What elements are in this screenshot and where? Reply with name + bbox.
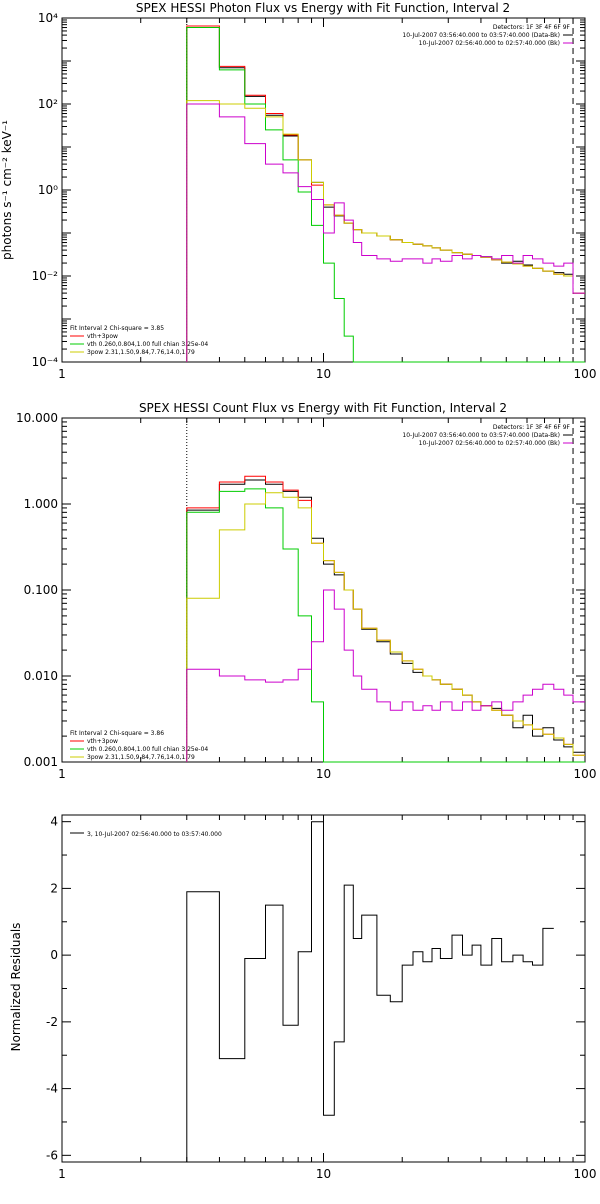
count-series-line-4	[186, 589, 585, 762]
count-series-line-2	[186, 488, 585, 763]
photon-series-line-2	[186, 27, 585, 363]
photon-x-tick-label: 100	[574, 367, 597, 381]
photon-y-tick-label: 10⁴	[38, 11, 58, 25]
residuals-legend-label: 3, 10-Jul-2007 02:56:40.000 to 03:57:40.…	[87, 831, 222, 838]
count-x-tick-label: 100	[574, 767, 597, 781]
photon-info-line-3: 10-Jul-2007 02:56:40.000 to 02:57:40.000…	[419, 40, 560, 47]
photon-legend-header: Fit Interval 2 Chi-square = 3.85	[70, 325, 164, 332]
residuals-y-tick-label: 0	[50, 948, 58, 962]
residuals-y-axis-label: Normalized Residuals	[9, 923, 23, 1052]
photon-y-axis-label: photons s⁻¹ cm⁻² keV⁻¹	[0, 120, 14, 260]
count-panel-title: SPEX HESSI Count Flux vs Energy with Fit…	[139, 401, 507, 415]
count-series-line-1	[186, 475, 585, 762]
photon-series-line-4	[186, 103, 585, 362]
photon-y-tick-label: 10⁰	[38, 183, 58, 197]
count-y-tick-label: 0.001	[24, 755, 58, 769]
count-legend-header: Fit Interval 2 Chi-square = 3.86	[70, 730, 164, 737]
residuals-y-tick-label: -2	[46, 1015, 58, 1029]
residuals-y-tick-label: -4	[46, 1082, 58, 1096]
count-legend-label-2: vth 0.260,0.804,1.00 full chian 3.25e-04	[87, 746, 208, 753]
count-y-tick-label: 10.000	[16, 411, 58, 425]
count-legend-label-1: vth+3pow	[87, 738, 118, 745]
photon-series-line-0	[186, 27, 585, 362]
count-x-tick-label: 10	[316, 767, 331, 781]
residuals-x-tick-label: 100	[574, 1167, 597, 1181]
photon-series-line-1	[186, 25, 585, 362]
photon-y-tick-label: 10²	[38, 97, 58, 111]
photon-series-line-3	[186, 100, 585, 362]
residuals-x-tick-label: 1	[58, 1167, 66, 1181]
residuals-y-tick-label: 2	[50, 881, 58, 895]
photon-x-tick-label: 1	[58, 367, 66, 381]
residuals-x-tick-label: 10	[316, 1167, 331, 1181]
residuals-y-tick-label: 4	[50, 815, 58, 829]
residuals-series-line-0	[186, 821, 554, 1162]
photon-x-tick-label: 10	[316, 367, 331, 381]
photon-legend-label-2: vth 0.260,0.804,1.00 full chian 3.25e-04	[87, 341, 208, 348]
photon-panel-title: SPEX HESSI Photon Flux vs Energy with Fi…	[136, 1, 510, 15]
photon-info-line-1: Detectors: 1F 3F 4F 6F 9F	[493, 24, 571, 31]
photon-legend-label-3: 3pow 2.31,1.50,9.84,7.76,14.0,1.79	[87, 349, 195, 356]
photon-legend-label-1: vth+3pow	[87, 333, 118, 340]
photon-info-line-2: 10-Jul-2007 03:56:40.000 to 03:57:40.000…	[402, 32, 560, 39]
count-x-tick-label: 1	[58, 767, 66, 781]
count-y-tick-label: 0.010	[24, 669, 58, 683]
count-y-tick-label: 1.000	[24, 497, 58, 511]
count-info-line-3: 10-Jul-2007 02:56:40.000 to 02:57:40.000…	[419, 440, 560, 447]
count-series-line-3	[186, 492, 585, 762]
count-y-tick-label: 0.100	[24, 583, 58, 597]
count-info-line-2: 10-Jul-2007 03:56:40.000 to 03:57:40.000…	[402, 432, 560, 439]
residuals-y-tick-label: -6	[46, 1148, 58, 1162]
count-series-line-0	[186, 479, 585, 762]
photon-y-tick-label: 10⁻²	[32, 269, 59, 283]
count-info-line-1: Detectors: 1F 3F 4F 6F 9F	[493, 424, 571, 431]
photon-y-tick-label: 10⁻⁴	[32, 355, 59, 369]
